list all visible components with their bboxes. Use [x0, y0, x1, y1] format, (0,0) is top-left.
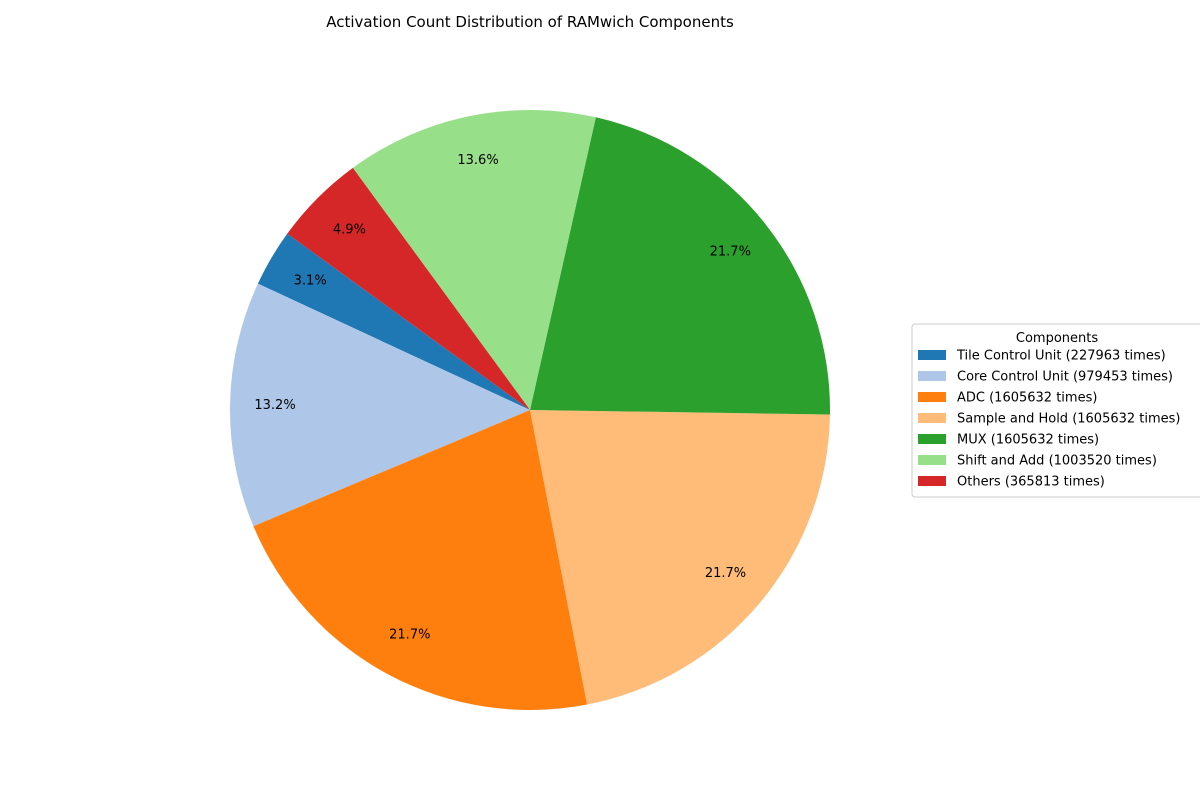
legend-label-4: MUX (1605632 times): [957, 433, 1099, 448]
legend-label-6: Others (365813 times): [957, 475, 1105, 490]
pie-slices: [229, 109, 831, 711]
legend-swatch-6: [918, 476, 946, 486]
percent-label-3: 21.7%: [705, 566, 746, 581]
pie-slice-2: [253, 410, 588, 711]
pie-slice-6: [287, 167, 530, 410]
legend: Components Tile Control Unit (227963 tim…: [911, 323, 1200, 498]
percent-label-1: 13.2%: [254, 398, 295, 413]
pie-slice-3: [530, 410, 830, 705]
chart-title: Activation Count Distribution of RAMwich…: [326, 13, 734, 31]
pie-slice-1: [229, 283, 530, 527]
legend-label-5: Shift and Add (1003520 times): [957, 454, 1157, 469]
legend-swatch-1: [918, 371, 946, 381]
pie-slice-4: [530, 117, 831, 415]
pie-slice-0: [257, 233, 530, 410]
percent-label-4: 21.7%: [710, 245, 751, 260]
percent-label-5: 13.6%: [457, 153, 498, 168]
pie-slice-5: [352, 109, 596, 410]
legend-swatch-5: [918, 455, 946, 465]
legend-frame: [911, 323, 1200, 498]
legend-label-1: Core Control Unit (979453 times): [957, 370, 1173, 385]
percent-label-6: 4.9%: [333, 222, 366, 237]
legend-swatch-2: [918, 392, 946, 402]
percent-label-0: 3.1%: [294, 273, 327, 288]
percent-label-2: 21.7%: [389, 627, 430, 642]
legend-swatch-0: [918, 350, 946, 360]
legend-swatch-3: [918, 413, 946, 423]
legend-swatch-4: [918, 434, 946, 444]
percent-labels: 3.1% 13.2% 21.7% 21.7% 21.7% 13.6% 4.9%: [254, 153, 751, 643]
legend-title: Components: [1016, 331, 1098, 346]
legend-label-3: Sample and Hold (1605632 times): [957, 412, 1181, 427]
legend-label-2: ADC (1605632 times): [957, 391, 1097, 406]
legend-label-0: Tile Control Unit (227963 times): [956, 349, 1166, 364]
